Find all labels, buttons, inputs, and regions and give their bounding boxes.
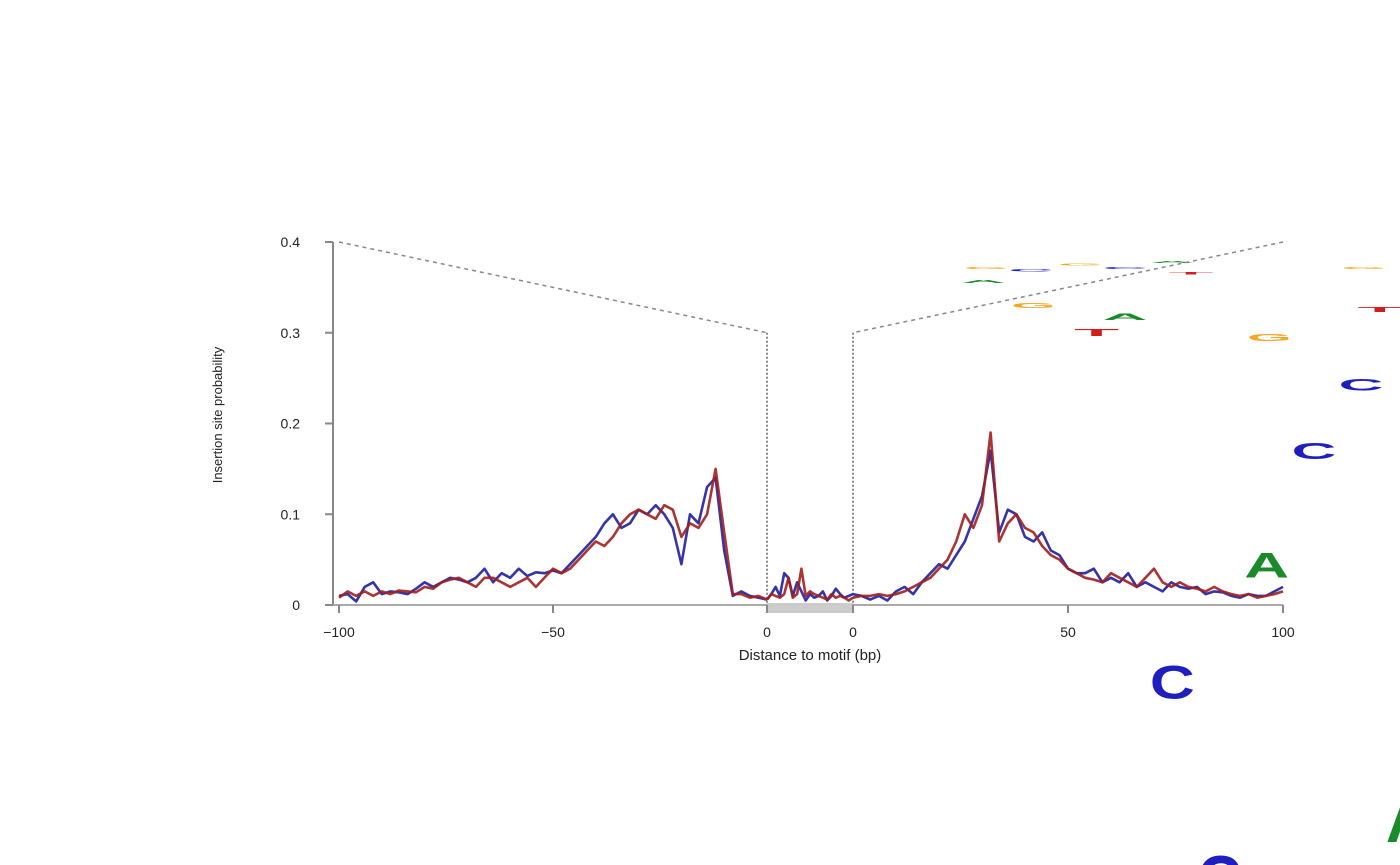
series-2-right-flank-line (852, 431, 1284, 600)
series-1-right-flank-line (852, 449, 1284, 602)
logo-letter-G: G (1247, 332, 1292, 343)
series-2-motif-line (765, 567, 854, 602)
logo-letter-T: T (1169, 271, 1214, 275)
left-connector (338, 241, 768, 334)
motif-sequence-logo: ATGCTGCGAACCTAGCTCGAGAGTGGAGTCAGACCTGA (961, 261, 1400, 865)
y-tick-label: 0 (292, 597, 300, 613)
y-tick-label: 0.1 (281, 506, 301, 522)
x-tick-label: −100 (323, 624, 355, 640)
series-1-motif-line (765, 571, 854, 602)
logo-letter-A: A (1150, 261, 1195, 264)
logo-letter-A: A (1244, 545, 1289, 585)
logo-letter-C: C (1197, 841, 1242, 865)
logo-letter-G: G (1058, 263, 1103, 266)
x-tick-label: 100 (1271, 624, 1295, 640)
x-tick-label: 0 (763, 624, 771, 640)
series-2-left-flank-line (338, 467, 768, 601)
x-tick-label: 50 (1060, 624, 1076, 640)
logo-letter-A: A (961, 279, 1006, 284)
y-tick-label: 0.3 (281, 325, 301, 341)
y-tick-label: 0.4 (281, 234, 301, 250)
axes: 0 0.1 0.2 0.3 0.4 −100 −50 0 0 50 100 (281, 234, 1295, 640)
logo-letter-T: T (1074, 327, 1119, 338)
logo-connector-lines (338, 241, 1284, 334)
x-tick-label: 0 (849, 624, 857, 640)
x-axis-title: Distance to motif (bp) (739, 647, 882, 664)
motif-region-marker (767, 603, 853, 613)
y-tick-label: 0.2 (281, 416, 301, 432)
logo-letter-G: G (1011, 301, 1056, 309)
series-lines (338, 431, 1284, 603)
logo-letter-G: G (964, 266, 1009, 269)
x-tick-label: −50 (541, 624, 565, 640)
logo-letter-C: C (1103, 266, 1148, 269)
y-axis-title: Insertion site probability (210, 346, 225, 483)
logo-letter-C: C (1339, 376, 1384, 394)
logo-letter-A: A (1386, 787, 1400, 856)
logo-letter-C: C (1008, 268, 1053, 272)
right-connector (852, 241, 1284, 334)
series-1-left-flank-line (338, 476, 768, 603)
logo-letter-C: C (1291, 437, 1336, 464)
logo-letter-G: G (1341, 266, 1386, 269)
logo-letter-T: T (1357, 306, 1400, 314)
logo-letter-C: C (1150, 656, 1195, 709)
logo-letter-A: A (1103, 312, 1148, 322)
